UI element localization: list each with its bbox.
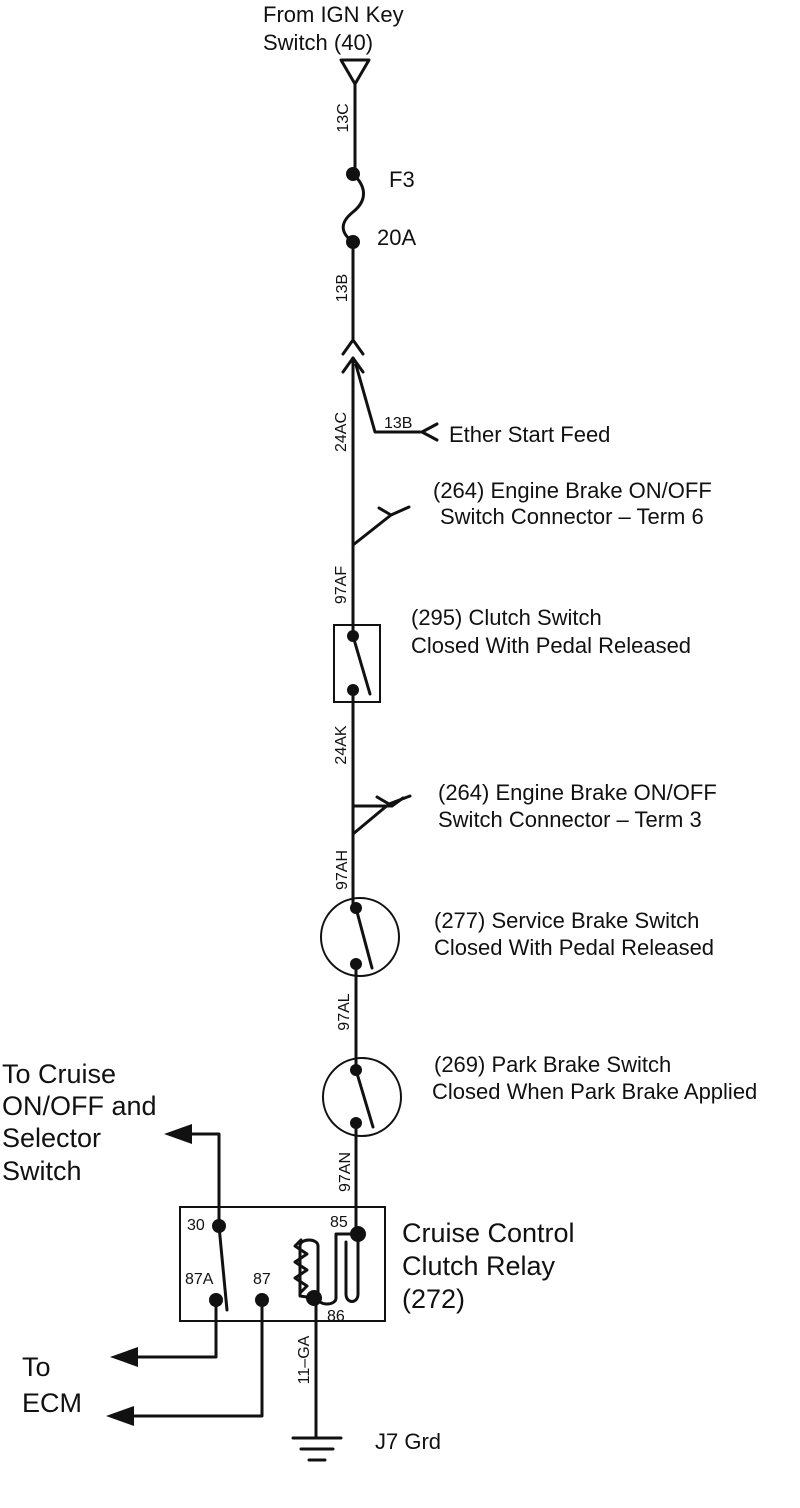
fuse-name: F3 xyxy=(389,167,415,192)
park-label-line1: (269) Park Brake Switch xyxy=(434,1052,671,1077)
relay-terminal-85-label: 85 xyxy=(330,1214,348,1231)
service-brake-switch-circle xyxy=(320,897,400,977)
service-brake-contact-icon xyxy=(354,906,374,970)
wire-label-97af: 97AF xyxy=(333,566,350,604)
fuse-rating: 20A xyxy=(377,225,416,250)
source-label-line1: From IGN Key xyxy=(263,2,404,27)
wire-13b-branch xyxy=(354,363,422,434)
wire-label-11ga: 11–GA xyxy=(296,1335,313,1384)
park-brake-contact-icon xyxy=(354,1068,375,1129)
relay-resistor-icon xyxy=(293,1238,309,1294)
connector-chevron-upper-icon xyxy=(341,338,365,356)
relay-coil-loop xyxy=(344,1232,360,1303)
park-label-line2: Closed When Park Brake Applied xyxy=(432,1079,757,1104)
relay-terminal-86-label: 86 xyxy=(327,1308,345,1325)
ecm-arrow-upper-icon xyxy=(110,1347,138,1367)
source-arrow-icon xyxy=(339,58,371,86)
park-brake-switch-circle xyxy=(322,1057,402,1137)
wire-label-97ah: 97AH xyxy=(334,850,351,890)
source-label-line2: Switch (40) xyxy=(263,30,373,55)
cruise-switch-label-line4: Switch xyxy=(2,1156,82,1186)
relay-switch-arm-icon xyxy=(217,1224,229,1312)
conn3-label-line2: Switch Connector – Term 3 xyxy=(438,807,702,832)
relay-label-line2: Clutch Relay xyxy=(402,1251,556,1281)
cruise-switch-label-line3: Selector xyxy=(2,1123,101,1153)
wire-label-97an: 97AN xyxy=(337,1152,354,1192)
clutch-label-line1: (295) Clutch Switch xyxy=(411,605,602,630)
ether-connector-chevron-icon xyxy=(420,422,439,442)
wire-label-24ak: 24AK xyxy=(333,725,350,764)
connector-term3-wire xyxy=(351,802,391,836)
clutch-label-line2: Closed With Pedal Released xyxy=(411,633,691,658)
cruise-switch-arrow-icon xyxy=(164,1124,192,1144)
wire-label-13c: 13C xyxy=(335,103,352,132)
connector-term6-chevron-icon xyxy=(377,505,411,517)
fuse-icon xyxy=(341,172,365,244)
wire-label-97al: 97AL xyxy=(336,993,353,1030)
ecm-arrow-lower-icon xyxy=(106,1406,134,1426)
connector-term3-chevron-icon xyxy=(375,794,412,806)
relay-terminal-30-label: 30 xyxy=(187,1217,205,1234)
ecm-label-line1: To xyxy=(22,1352,51,1382)
relay-label-line3: (272) xyxy=(402,1284,465,1314)
conn6-label-line2: Switch Connector – Term 6 xyxy=(440,504,704,529)
relay-coil-winding xyxy=(298,1232,360,1306)
clutch-switch-box xyxy=(333,624,381,703)
cruise-switch-label-line2: ON/OFF and xyxy=(2,1091,157,1121)
conn3-label-line1: (264) Engine Brake ON/OFF xyxy=(438,780,717,805)
wire-to-cruise-switch xyxy=(188,1132,221,1228)
wire-87-to-ecm xyxy=(131,1298,264,1418)
service-label-line1: (277) Service Brake Switch xyxy=(434,908,699,933)
ether-start-feed-label: Ether Start Feed xyxy=(449,422,610,447)
ground-label: J7 Grd xyxy=(375,1429,441,1454)
relay-box xyxy=(179,1206,386,1322)
wire-label-13b-branch: 13B xyxy=(384,415,412,432)
service-label-line2: Closed With Pedal Released xyxy=(434,935,714,960)
conn6-label-line1: (264) Engine Brake ON/OFF xyxy=(433,478,712,503)
relay-terminal-87a-label: 87A xyxy=(185,1271,214,1288)
wire-label-24ac: 24AC xyxy=(333,412,350,452)
wire-87a-to-ecm xyxy=(133,1298,218,1359)
relay-terminal-86 xyxy=(306,1290,322,1306)
relay-label-line1: Cruise Control xyxy=(402,1218,575,1248)
relay-terminal-87-label: 87 xyxy=(253,1271,271,1288)
clutch-switch-contact-icon xyxy=(351,634,372,696)
cruise-switch-label-line1: To Cruise xyxy=(2,1059,116,1089)
ecm-label-line2: ECM xyxy=(22,1388,82,1418)
wire-label-13b-upper: 13B xyxy=(334,274,351,302)
connector-term6-wire xyxy=(351,513,393,547)
